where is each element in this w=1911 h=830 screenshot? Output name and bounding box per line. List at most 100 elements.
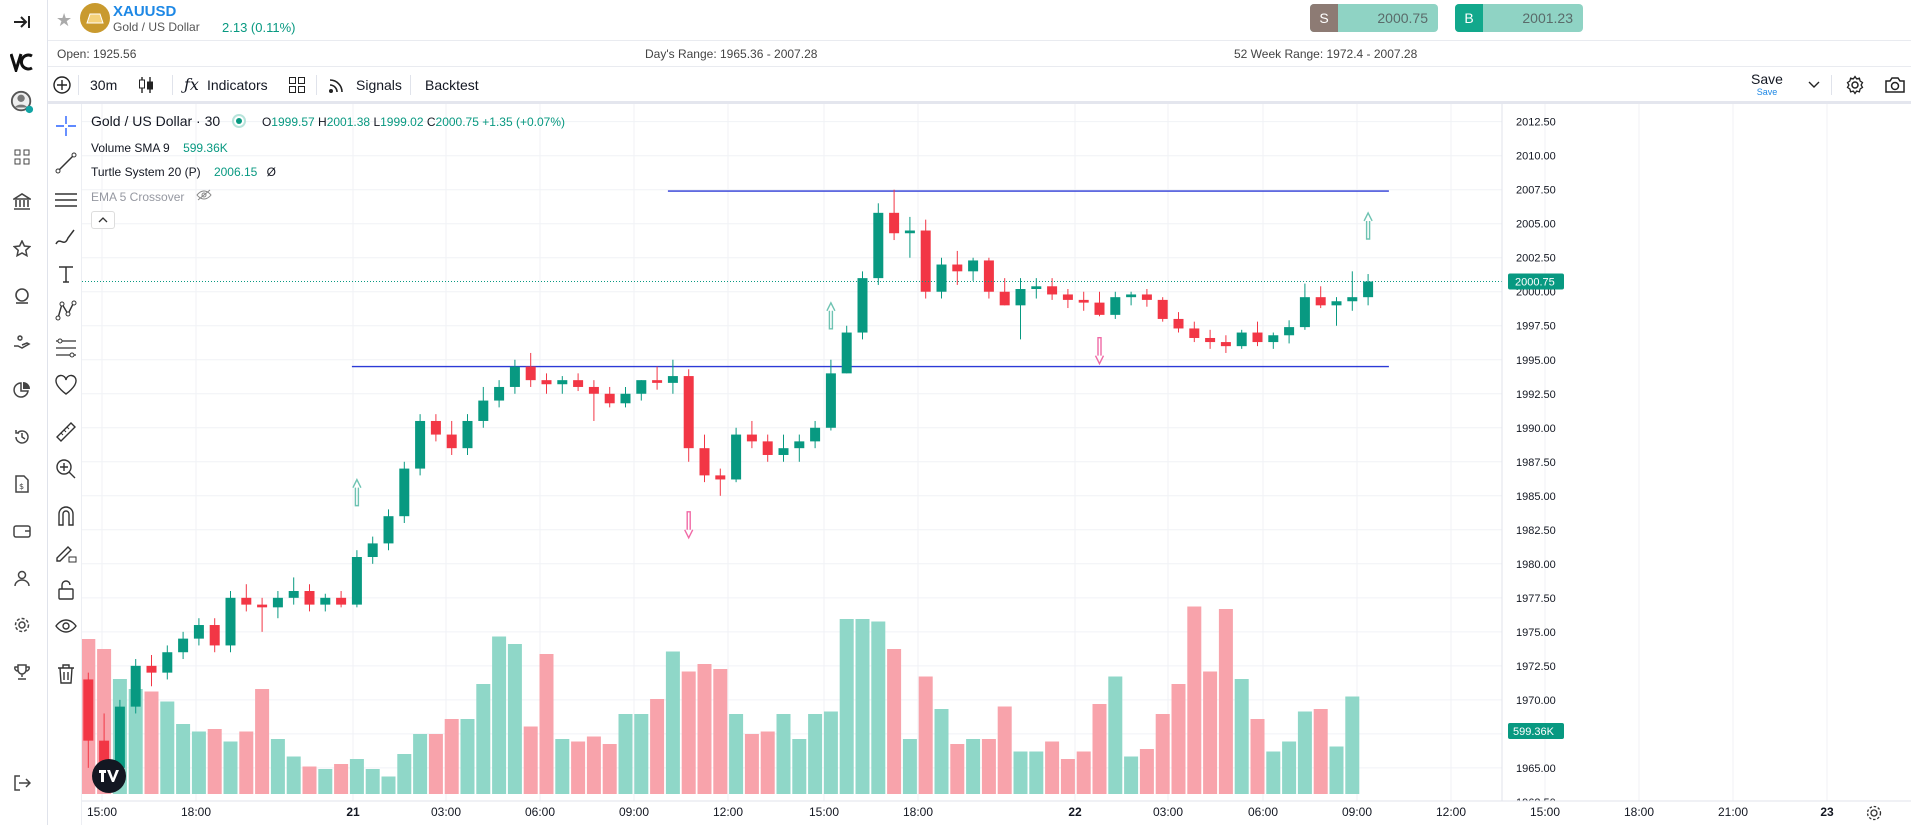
crosshair-icon[interactable] — [54, 114, 78, 138]
volume-bar — [523, 726, 538, 794]
brush-icon[interactable] — [54, 225, 78, 249]
save-menu-chevron-icon[interactable] — [1808, 67, 1820, 102]
camera-icon[interactable] — [1884, 67, 1906, 102]
buy-button[interactable]: B 2001.23 — [1455, 4, 1583, 32]
backtest-button[interactable]: Backtest — [425, 76, 479, 93]
price-chart[interactable]: 2012.50 2010.00 2007.50 2005.00 2002.50 2000.… — [81, 104, 1911, 825]
bank-icon[interactable] — [10, 190, 34, 214]
user-icon[interactable] — [10, 566, 34, 590]
wallet-icon[interactable] — [10, 519, 34, 543]
volume-bar — [1013, 751, 1028, 794]
volume-bar — [887, 649, 902, 794]
trophy-icon[interactable] — [10, 660, 34, 684]
save-button[interactable]: Save Save — [1751, 67, 1783, 102]
logo-icon[interactable] — [10, 50, 34, 74]
pie-icon[interactable] — [10, 378, 34, 402]
candle — [873, 203, 884, 285]
hand-icon[interactable] — [10, 331, 34, 355]
volume-bar — [1313, 709, 1328, 794]
signal-arrows — [352, 211, 1373, 540]
symbol-ticker[interactable]: XAUUSD — [113, 3, 177, 20]
candle — [746, 420, 757, 449]
add-symbol-button[interactable] — [52, 67, 72, 102]
volume-bar — [634, 714, 649, 794]
candle — [620, 386, 631, 408]
coin-icon[interactable] — [10, 284, 34, 308]
volume-bar — [729, 714, 744, 794]
logout-icon[interactable] — [10, 771, 34, 795]
time-tick-label: 09:00 — [619, 805, 649, 819]
chart-type-button[interactable] — [137, 67, 155, 102]
signals-button[interactable]: Signals — [328, 67, 402, 102]
candle — [825, 359, 836, 431]
trash-icon[interactable] — [54, 662, 78, 686]
candle — [351, 550, 362, 608]
volume-bar — [1266, 751, 1281, 794]
candle — [193, 618, 204, 646]
open-value: Open: 1925.56 — [57, 47, 137, 61]
candle — [383, 509, 394, 551]
collapse-legend-button[interactable] — [91, 211, 115, 229]
candle — [1284, 320, 1295, 344]
time-tick-label: 06:00 — [525, 805, 555, 819]
text-icon[interactable] — [54, 262, 78, 286]
pattern-icon[interactable] — [54, 299, 78, 323]
time-tick-label: 06:00 — [1248, 805, 1278, 819]
settings-gear-icon[interactable] — [1845, 67, 1865, 102]
symbol-change: 2.13 (0.11%) — [222, 20, 296, 35]
buy-label: B — [1455, 4, 1483, 32]
volume-bar — [697, 664, 712, 794]
trendline-icon[interactable] — [54, 151, 78, 175]
axis-settings-gear-icon[interactable] — [1866, 805, 1882, 821]
time-axis[interactable]: 15:00 18:00 21 03:00 06:00 09:00 12:00 15:00 18:… — [82, 800, 1911, 825]
time-tick-label: 21:00 — [1718, 805, 1748, 819]
candle — [636, 380, 647, 401]
volume-bar — [365, 769, 380, 794]
interval-button[interactable]: 30m — [90, 76, 118, 93]
avatar-icon[interactable] — [10, 90, 34, 114]
zoom-in-icon[interactable] — [54, 457, 78, 481]
legend-title: Gold / US Dollar · 30 — [91, 113, 221, 129]
star-icon[interactable] — [10, 237, 34, 261]
candle — [272, 591, 283, 619]
volume-bar — [160, 701, 175, 794]
chevron-up-icon — [98, 217, 108, 223]
history-icon[interactable] — [10, 425, 34, 449]
candle — [778, 434, 789, 462]
volume-bar — [539, 654, 554, 794]
document-icon[interactable]: $ — [10, 472, 34, 496]
hidden-eye-icon[interactable] — [196, 189, 212, 204]
favorite-star-icon[interactable]: ★ — [56, 10, 73, 30]
lock-pencil-icon[interactable] — [54, 541, 78, 565]
signal-icon — [329, 78, 343, 93]
market-open-dot-icon — [232, 114, 247, 128]
price-tick-label: 1985.00 — [1516, 491, 1556, 503]
price-axis[interactable]: 2012.50 2010.00 2007.50 2005.00 2002.50 2000.… — [1501, 104, 1564, 809]
heart-icon[interactable] — [54, 373, 78, 397]
drawing-toolbar — [48, 104, 82, 825]
horizontal-lines-icon[interactable] — [54, 188, 78, 212]
volume-bar — [176, 724, 191, 794]
lock-icon[interactable] — [54, 578, 78, 602]
ruler-icon[interactable] — [54, 420, 78, 444]
eye-icon[interactable] — [54, 615, 78, 639]
sell-button[interactable]: S 2000.75 — [1310, 4, 1438, 32]
grid-icon[interactable] — [10, 145, 34, 169]
tradingview-logo-icon[interactable] — [92, 759, 126, 793]
fib-icon[interactable] — [54, 336, 78, 360]
chart-area[interactable]: 2012.50 2010.00 2007.50 2005.00 2002.50 2000.… — [81, 104, 1911, 825]
gear-icon[interactable] — [10, 613, 34, 637]
volume-bar — [586, 736, 601, 794]
last-price-label: 2000.75 — [1515, 277, 1555, 289]
collapse-icon[interactable] — [10, 10, 34, 34]
price-tick-label: 2005.00 — [1516, 219, 1556, 231]
candle — [1220, 335, 1231, 353]
volume-bar — [681, 671, 696, 794]
indicators-button[interactable]: ƒx Indicators — [184, 67, 268, 102]
magnet-icon[interactable] — [54, 504, 78, 528]
volume-bar — [223, 741, 238, 794]
volume-bar — [1139, 749, 1154, 794]
grid — [82, 104, 1828, 803]
candle — [889, 189, 900, 241]
layout-button[interactable] — [288, 67, 306, 102]
